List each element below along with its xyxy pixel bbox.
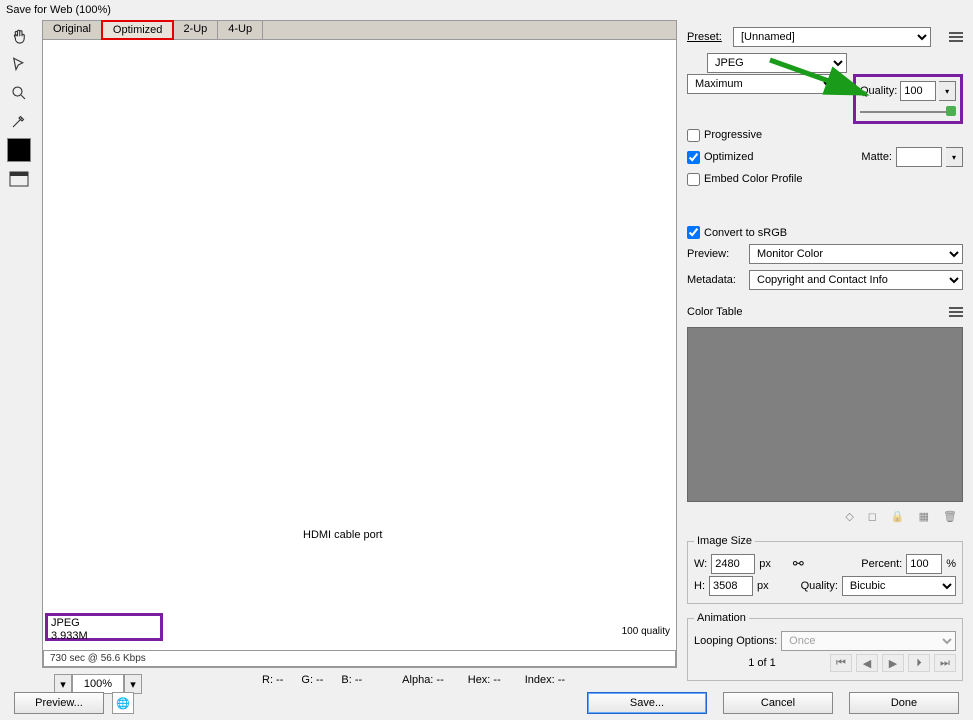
tab-2up[interactable]: 2-Up xyxy=(173,21,218,39)
toggle-slices-icon[interactable] xyxy=(8,168,30,190)
preview-tabs: Original Optimized 2-Up 4-Up xyxy=(42,20,677,40)
transfer-info: 730 sec @ 56.6 Kbps xyxy=(43,650,676,667)
file-info-box: JPEG 3.933M xyxy=(45,613,163,641)
preview-canvas[interactable]: HDMI cable port With this portable devic… xyxy=(42,40,677,668)
lock-icon[interactable]: 🔒 xyxy=(891,510,905,523)
link-icon[interactable]: ⚯ xyxy=(793,556,804,572)
new-icon[interactable]: ▦ xyxy=(919,510,929,523)
ct-icon[interactable]: ◇ xyxy=(845,510,853,523)
embed-profile-checkbox[interactable]: Embed Color Profile xyxy=(687,173,802,186)
zoom-dropdown-icon[interactable]: ▾ xyxy=(124,674,142,694)
preview-profile-select[interactable]: Monitor Color xyxy=(749,244,963,264)
quality-input[interactable] xyxy=(900,81,936,101)
zoom-tool-icon[interactable] xyxy=(8,82,30,104)
width-input[interactable] xyxy=(711,554,755,574)
prev-frame-icon: ◀ xyxy=(856,654,878,672)
annotation-arrow-icon xyxy=(765,52,875,112)
hand-tool-icon[interactable] xyxy=(8,26,30,48)
percent-input[interactable] xyxy=(906,554,942,574)
preset-select[interactable]: [Unnamed] xyxy=(733,27,931,47)
window-title: Save for Web (100%) xyxy=(0,0,973,20)
color-table-menu-icon[interactable] xyxy=(945,305,963,319)
quality-dropdown-icon[interactable]: ▾ xyxy=(939,81,956,101)
height-input[interactable] xyxy=(709,576,753,596)
preview-button[interactable]: Preview... xyxy=(14,692,104,714)
eyedropper-color-swatch[interactable] xyxy=(7,138,31,162)
play-icon: ▶ xyxy=(882,654,904,672)
convert-srgb-checkbox[interactable]: Convert to sRGB xyxy=(687,226,963,239)
loop-select: Once xyxy=(781,631,956,651)
metadata-select[interactable]: Copyright and Contact Info xyxy=(749,270,963,290)
preview-content: HDMI cable port With this portable devic… xyxy=(203,400,382,668)
browser-preview-icon[interactable]: 🌐 xyxy=(112,692,134,714)
resample-select[interactable]: Bicubic xyxy=(842,576,956,596)
slice-select-tool-icon[interactable] xyxy=(8,54,30,76)
image-size-group: Image Size W: px ⚯ Percent: % H: px Qual… xyxy=(687,535,963,604)
flyout-menu-icon[interactable] xyxy=(945,30,963,44)
next-frame-icon: ⏵ xyxy=(908,654,930,672)
tab-original[interactable]: Original xyxy=(43,21,102,39)
first-frame-icon: ⏮ xyxy=(830,654,852,672)
frame-nav: ⏮ ◀ ▶ ⏵ ⏭ xyxy=(830,654,956,672)
tool-palette xyxy=(0,20,38,700)
progressive-checkbox[interactable]: Progressive xyxy=(687,129,762,142)
trash-icon[interactable]: 🗑 xyxy=(943,510,957,523)
matte-dropdown-icon[interactable]: ▾ xyxy=(946,147,963,167)
animation-group: Animation Looping Options: Once 1 of 1 ⏮… xyxy=(687,612,963,681)
last-frame-icon: ⏭ xyxy=(934,654,956,672)
zoom-level-input[interactable] xyxy=(72,674,124,694)
preset-label: Preset: xyxy=(687,31,729,43)
eyedropper-tool-icon[interactable] xyxy=(8,110,30,132)
settings-panel: Preset: [Unnamed] JPEG Maximum Quality: … xyxy=(681,20,973,700)
color-table xyxy=(687,327,963,502)
color-table-actions: ◇ ◻ 🔒 ▦ 🗑 xyxy=(687,506,963,527)
save-button[interactable]: Save... xyxy=(587,692,707,714)
cancel-button[interactable]: Cancel xyxy=(723,692,833,714)
quality-readout: 100 quality xyxy=(622,626,670,637)
zoom-menu-icon[interactable]: ▾ xyxy=(54,674,72,694)
matte-color-select[interactable] xyxy=(896,147,942,167)
ct-icon[interactable]: ◻ xyxy=(868,510,877,523)
tab-4up[interactable]: 4-Up xyxy=(218,21,263,39)
done-button[interactable]: Done xyxy=(849,692,959,714)
optimized-checkbox[interactable]: Optimized xyxy=(687,151,754,164)
tab-optimized[interactable]: Optimized xyxy=(101,20,175,40)
